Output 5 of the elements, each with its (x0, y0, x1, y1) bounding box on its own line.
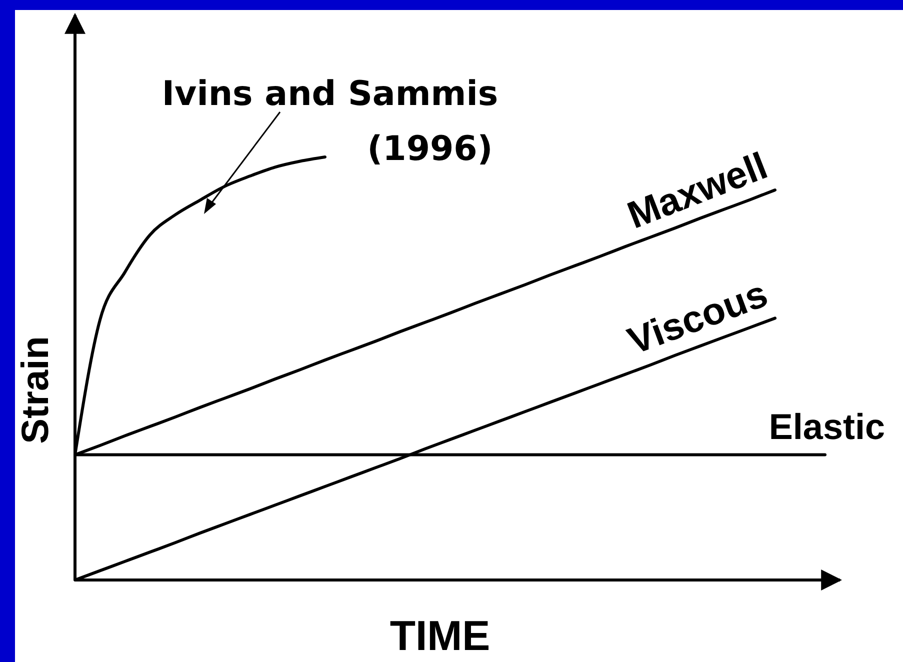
text: Viscous (622, 273, 774, 364)
x-axis-title: TIME (390, 612, 490, 659)
series-label: Elastic (768, 406, 885, 447)
y-axis-title: Strain (15, 336, 57, 444)
series-label: Ivins and Sammis (1996) (162, 74, 498, 169)
